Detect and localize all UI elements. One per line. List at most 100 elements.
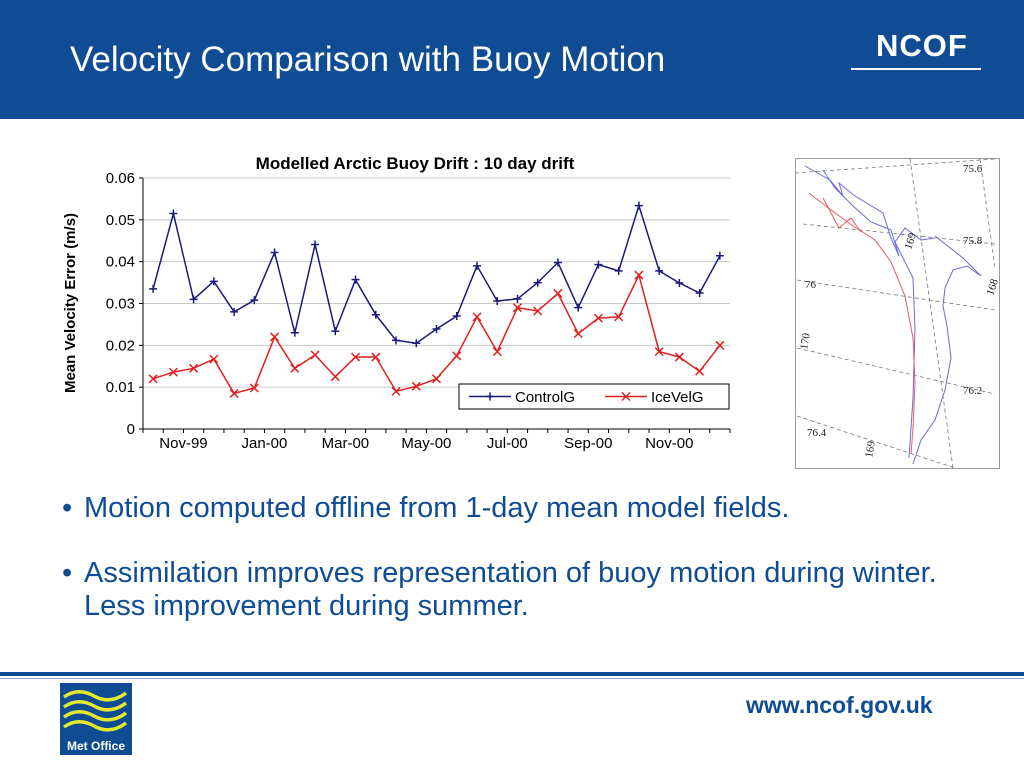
y-tick-label: 0.05 (106, 212, 135, 229)
data-point-controlg (392, 336, 401, 345)
data-point-icevelg (249, 383, 259, 393)
series-layer (148, 201, 725, 398)
series-line-icevelg (152, 272, 721, 395)
buoy-drift-chart: Modelled Arctic Buoy Drift : 10 day drif… (62, 154, 731, 452)
data-point-controlg (270, 248, 279, 257)
graticule-lat-75-6 (795, 158, 996, 174)
logo-waves (62, 690, 128, 732)
footer-url: www.ncof.gov.uk (746, 692, 933, 718)
graticule-lat-76-2 (796, 347, 996, 395)
data-point-icevelg (512, 303, 522, 313)
data-point-controlg (209, 277, 218, 286)
data-point-icevelg (351, 352, 361, 362)
logo-wave-4 (62, 720, 128, 732)
lat-label-75-8: 75.8 (963, 235, 983, 247)
data-point-controlg (594, 260, 603, 269)
y-tick-label: 0 (127, 421, 135, 438)
map-track-blue (804, 165, 982, 465)
map-frame (795, 158, 1000, 469)
data-point-controlg (331, 327, 340, 336)
x-tick-label: Mar-00 (322, 435, 370, 452)
data-point-controlg (230, 307, 239, 316)
met-office-logo-text: Met Office (67, 739, 125, 753)
graticule-lon-169 (909, 158, 954, 469)
lat-label-76: 76 (805, 279, 817, 291)
bullet-item-2: • Assimilation improves representation o… (62, 557, 962, 623)
data-point-icevelg (310, 350, 320, 360)
bullet-dot: • (62, 557, 73, 589)
data-point-controlg (513, 294, 522, 303)
data-point-icevelg (371, 352, 381, 362)
y-axis-label: Mean Velocity Error (m/s) (62, 213, 79, 393)
blue-track-3 (894, 227, 936, 459)
graticule-lon-168 (979, 158, 996, 269)
x-tick-label: Nov-99 (159, 435, 207, 452)
y-tick-label: 0.01 (106, 379, 135, 396)
data-point-controlg (351, 275, 360, 284)
data-point-controlg (169, 209, 178, 218)
data-point-icevelg (634, 270, 644, 280)
footer-rule-thin (0, 678, 1024, 679)
data-point-icevelg (533, 306, 543, 316)
red-track-1 (808, 192, 916, 455)
data-point-controlg (149, 284, 158, 293)
x-tick-label: Jul-00 (487, 435, 528, 452)
x-tick-label: Sep-00 (564, 435, 612, 452)
data-point-controlg (715, 251, 724, 260)
lon-label-169-top: 169 (902, 231, 919, 251)
data-point-controlg (432, 325, 441, 334)
data-point-icevelg (674, 352, 684, 362)
data-point-icevelg (492, 347, 502, 357)
data-point-icevelg (148, 374, 158, 384)
data-point-controlg (553, 258, 562, 267)
bullet-text-2: Assimilation improves representation of … (84, 557, 937, 622)
y-tick-label: 0.02 (106, 337, 135, 354)
lon-label-169-bottom: 169 (863, 440, 878, 459)
footer-rule (0, 672, 1024, 676)
data-point-icevelg (614, 312, 624, 322)
legend-marker-icevelg (621, 391, 631, 402)
data-point-controlg (371, 310, 380, 319)
data-point-icevelg (391, 386, 401, 396)
bullet-item-1: • Motion computed offline from 1-day mea… (62, 492, 962, 525)
data-point-icevelg (209, 354, 219, 364)
data-point-icevelg (573, 329, 583, 339)
slide-title: Velocity Comparison with Buoy Motion (70, 40, 666, 79)
y-tick-label: 0.06 (106, 170, 135, 187)
data-point-controlg (452, 312, 461, 321)
data-point-controlg (493, 296, 502, 305)
x-tick-labels: Nov-99 Jan-00 Mar-00 May-00 Jul-00 Sep-00 Nov-… (159, 435, 693, 452)
data-point-icevelg (452, 351, 462, 361)
data-point-icevelg (715, 340, 725, 350)
bullet-text-1: Motion computed offline from 1-day mean … (84, 492, 790, 524)
logo-wave-3 (62, 710, 128, 722)
data-point-controlg (634, 201, 643, 210)
logo-wave-2 (62, 700, 128, 712)
x-tick-label: Jan-00 (242, 435, 288, 452)
chart-title: Modelled Arctic Buoy Drift : 10 day drif… (256, 154, 575, 173)
data-point-controlg (412, 339, 421, 348)
data-point-icevelg (330, 372, 340, 382)
data-point-controlg (472, 261, 481, 270)
map-track-red (808, 192, 916, 455)
lat-label-76-4: 76.4 (807, 427, 827, 439)
lat-label-75-6: 75.6 (963, 163, 983, 175)
header-banner: Velocity Comparison with Buoy Motion NCO… (0, 0, 1024, 119)
lon-label-170: 170 (798, 332, 813, 351)
graticule-lat-76 (796, 279, 996, 311)
data-point-icevelg (695, 366, 705, 376)
data-point-controlg (189, 295, 198, 304)
bullet-list: • Motion computed offline from 1-day mea… (62, 492, 962, 655)
ncof-logo: NCOF (876, 28, 968, 63)
data-point-icevelg (593, 313, 603, 323)
data-point-controlg (290, 328, 299, 337)
data-point-controlg (533, 278, 542, 287)
legend: ControlG IceVelG (458, 383, 730, 410)
buoy-track-map: 75.6 75.8 76 76.2 76.4 169 168 170 169 (795, 158, 1000, 469)
gridlines (143, 177, 730, 388)
data-point-controlg (655, 266, 664, 275)
data-point-controlg (675, 279, 684, 288)
bullet-dot: • (62, 492, 73, 524)
data-point-icevelg (472, 312, 482, 322)
series-line-controlg (152, 203, 721, 344)
